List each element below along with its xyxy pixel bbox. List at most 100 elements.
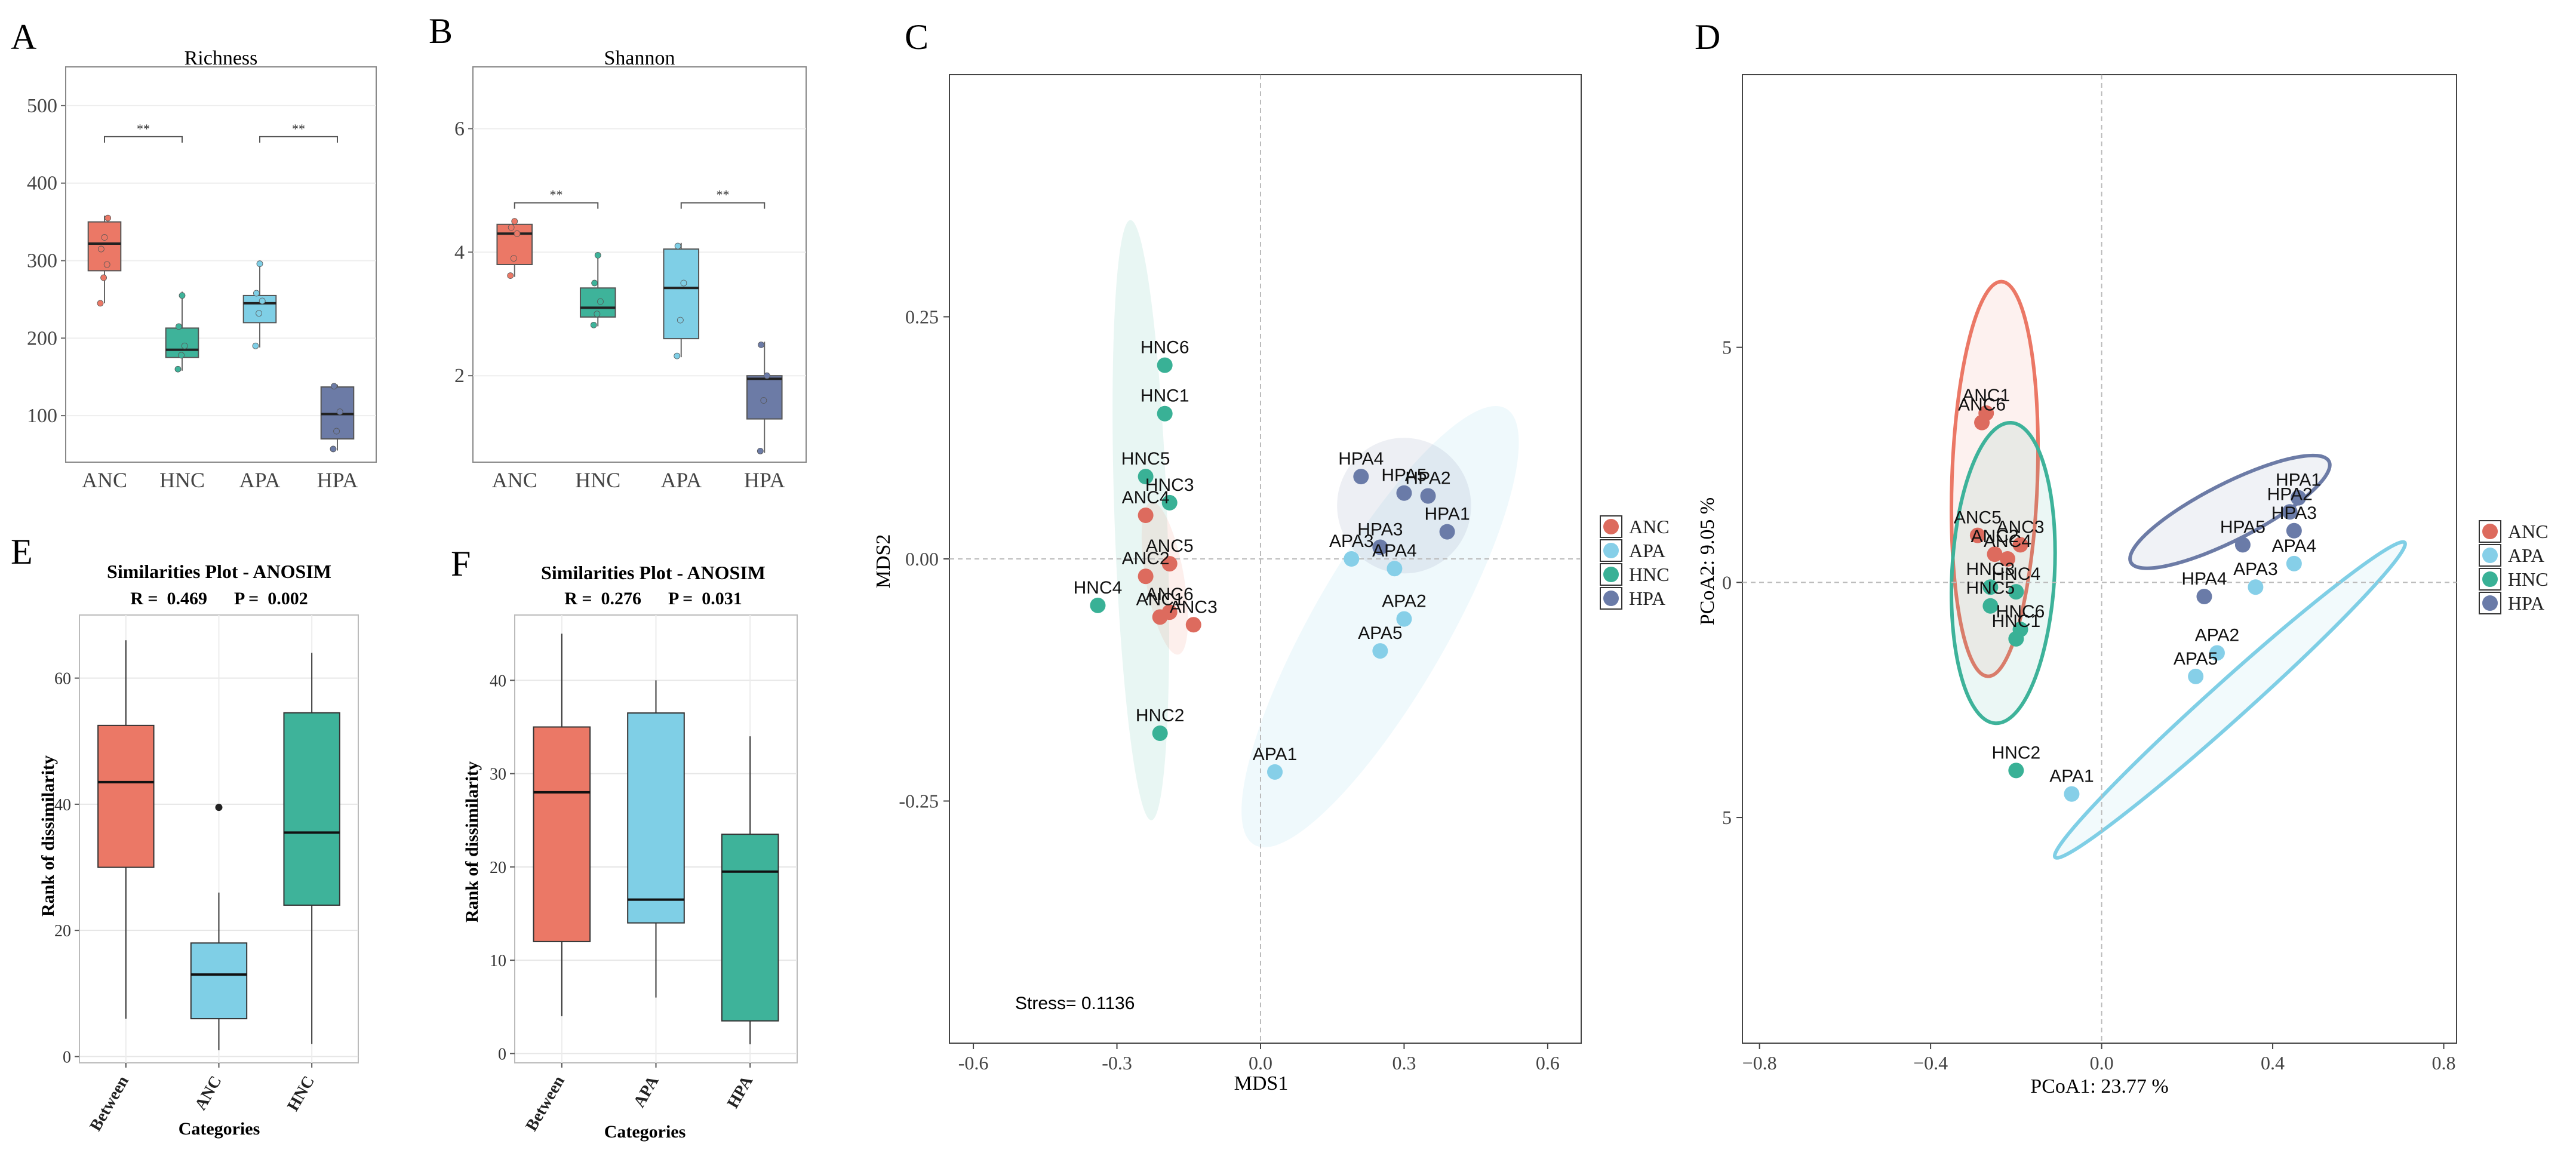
plot-frame [949,74,1582,1044]
data-point [508,224,515,231]
y-tick-label: 5 [1722,807,1732,828]
confidence-ellipse [1241,406,1519,848]
data-point [175,323,182,330]
sample-label: APA2 [2195,625,2240,645]
sample-point [1982,579,1999,595]
sample-label: ANC4 [1122,488,1170,508]
y-axis-label: Rank of dissimilarity [38,755,58,917]
sample-point [1185,617,1201,633]
x-tick-label: APA [660,468,702,492]
data-point [256,310,263,317]
data-point [677,316,684,324]
sample-label: HNC6 [1996,602,2045,622]
y-tick-label: 10 [490,952,506,970]
confidence-ellipse-fill [1951,422,2055,724]
sample-point [1090,597,1106,613]
sample-point [2012,537,2028,553]
significance-bracket [104,136,183,143]
sample-label: HNC3 [1966,559,2015,579]
legend-label: ANC [1629,516,1670,537]
box [190,942,248,1020]
data-point [764,372,770,379]
x-tick-label: ANC [82,468,127,492]
box [283,712,340,906]
significance-bracket [680,202,766,209]
y-tick-label: 5 [1722,337,1732,358]
panel-letter-c: C [905,17,929,57]
legend-label: HNC [1629,564,1670,585]
legend-label: APA [1629,540,1665,561]
data-point [103,261,110,268]
sample-point [1396,485,1412,501]
data-point [252,342,259,349]
sample-point [1982,598,1999,614]
x-tick-label: 0.0 [1249,1052,1272,1074]
sample-label: APA4 [1372,541,1417,561]
data-point [333,428,340,435]
sample-label: HNC1 [1992,611,2041,631]
data-point [511,218,518,225]
sample-point [1152,609,1168,625]
chart-title: Similarities Plot - ANOSIM [107,561,331,582]
sample-label: HPA1 [1424,505,1470,524]
data-point [97,300,104,307]
data-point [594,252,601,259]
sample-point [2209,645,2225,661]
sample-label: APA1 [2049,767,2094,786]
data-point [674,352,681,359]
x-tick-label: HPA [744,468,785,492]
y-tick-label: 300 [27,250,57,272]
sample-label: HPA2 [2267,484,2313,504]
sample-point [1138,469,1154,485]
sample-label: HNC5 [1966,579,2015,598]
confidence-ellipse-fill [1951,281,2039,677]
significance-bracket [259,136,338,143]
sample-label: ANC6 [1146,585,1194,604]
y-tick-label: 0 [1722,571,1732,593]
y-tick-label: 400 [27,173,57,195]
panel-letter-b: B [429,11,453,51]
legend-swatch [1603,567,1619,582]
sample-label: APA4 [2272,536,2317,556]
sample-point [2008,631,2024,647]
sample-label: HPA3 [2271,503,2317,523]
sample-point [1267,764,1283,780]
x-tick-label: 0.6 [1536,1052,1560,1074]
data-point [100,274,107,281]
data-point [259,297,266,305]
data-point [97,245,104,253]
confidence-ellipse [1337,438,1471,574]
sample-label: HPA4 [2181,569,2227,589]
sample-point [1987,546,2003,562]
sample-point [1387,561,1403,577]
sample-label: APA5 [1358,623,1403,643]
x-tick-label: ANC [492,468,537,492]
significance-label: ** [717,187,730,202]
y-tick-label: -0.25 [899,791,939,812]
data-point [590,321,597,328]
sample-point [2188,668,2204,684]
sample-label: ANC2 [1122,549,1170,568]
box [627,712,685,924]
sample-label: ANC4 [1984,531,2031,551]
x-axis-label: PCoA1: 23.77 % [2030,1075,2168,1097]
y-tick-label: 100 [27,405,57,427]
panel-e: Similarities Plot - ANOSIM R = 0.469 P =… [38,561,359,1139]
box [533,726,591,942]
x-tick-label: 0.8 [2432,1052,2456,1074]
x-tick-label: ANC [191,1073,225,1114]
sample-label: ANC5 [1146,536,1194,556]
data-point [331,383,337,390]
x-tick-label: APA [239,468,281,492]
y-tick-label: 30 [490,765,506,784]
box [721,834,779,1022]
chart-title: Richness [185,47,258,69]
x-tick-label: HPA [724,1072,757,1112]
significance-label: ** [137,121,150,136]
sample-point [1372,643,1388,659]
panel-letter-d: D [1695,17,1720,57]
x-tick-label: 0.3 [1392,1052,1416,1074]
x-tick-label: HNC [284,1073,318,1114]
